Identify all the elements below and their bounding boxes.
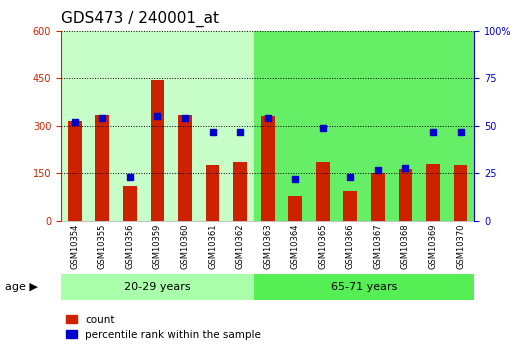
Point [126, 175, 134, 180]
Bar [178, 115, 192, 221]
Bar [426, 164, 440, 221]
Bar [371, 173, 385, 221]
Text: age ▶: age ▶ [5, 282, 38, 292]
Text: 65-71 years: 65-71 years [331, 282, 398, 292]
Bar [151, 80, 164, 221]
Bar [288, 196, 302, 221]
Point [236, 129, 244, 135]
Bar [95, 115, 109, 221]
Bar [61, 31, 254, 221]
Text: 20-29 years: 20-29 years [124, 282, 191, 292]
Point [263, 116, 272, 121]
Bar [316, 162, 330, 221]
Point [429, 129, 437, 135]
Bar [123, 186, 137, 221]
Point [374, 167, 382, 172]
Legend: count, percentile rank within the sample: count, percentile rank within the sample [66, 315, 261, 340]
Bar [233, 162, 247, 221]
Point [70, 119, 79, 125]
Point [401, 165, 410, 170]
Bar [61, 274, 254, 300]
Bar [68, 121, 82, 221]
Bar [254, 31, 474, 221]
Point [346, 175, 355, 180]
Point [98, 116, 107, 121]
Point [456, 129, 465, 135]
Bar [261, 117, 275, 221]
Point [291, 176, 299, 182]
Bar [206, 166, 219, 221]
Bar [343, 191, 357, 221]
Bar [454, 166, 467, 221]
Point [319, 125, 327, 131]
Bar [399, 169, 412, 221]
Text: GDS473 / 240001_at: GDS473 / 240001_at [61, 10, 219, 27]
Bar [254, 274, 474, 300]
Point [153, 114, 162, 119]
Point [208, 129, 217, 135]
Point [181, 116, 189, 121]
